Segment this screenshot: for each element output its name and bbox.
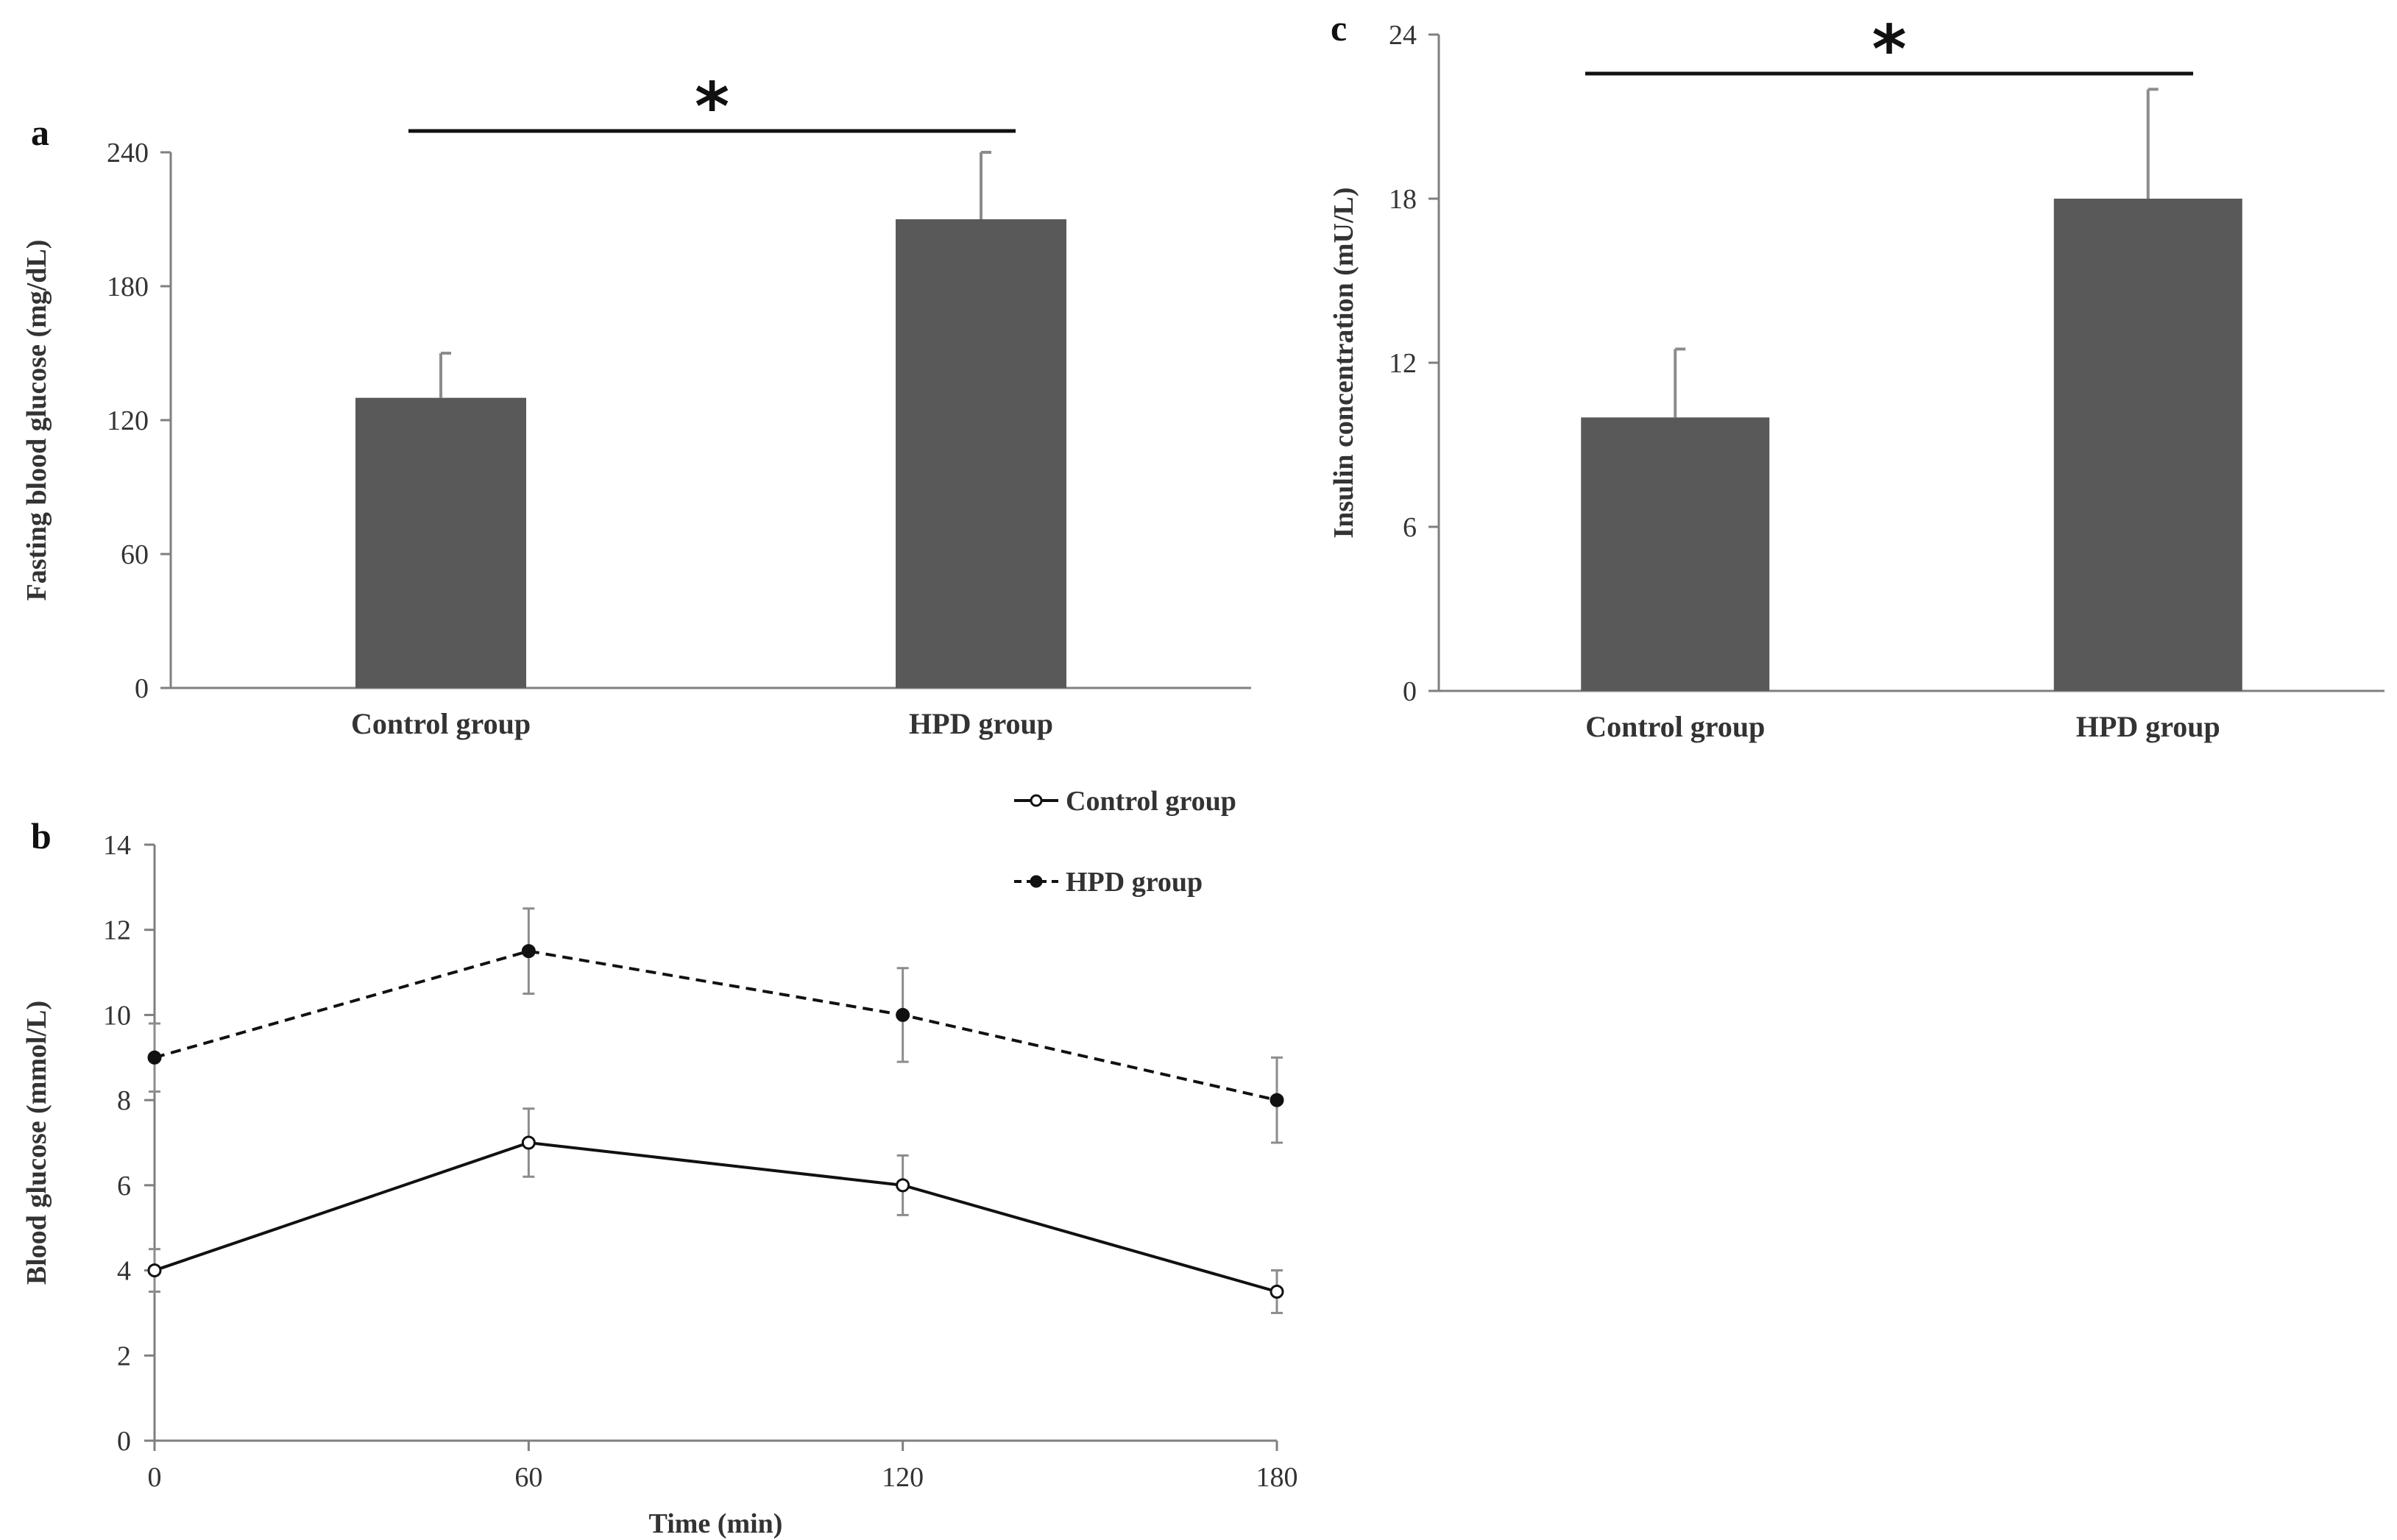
c-bar xyxy=(2053,199,2242,691)
a-y-tick-label: 240 xyxy=(107,138,149,168)
c-y-tick-label: 12 xyxy=(1389,348,1417,379)
b-data-point xyxy=(1270,1093,1284,1107)
c-significance-star: * xyxy=(1872,11,1906,88)
b-x-axis-title: Time (min) xyxy=(649,1508,783,1539)
a-bar xyxy=(355,397,526,688)
c-category-label: Control group xyxy=(1585,710,1765,743)
a-y-tick-label: 180 xyxy=(107,272,149,302)
b-x-tick-label: 60 xyxy=(514,1462,542,1493)
c-y-axis-title: Insulin concentration (mU/L) xyxy=(1328,187,1359,538)
panel-b-letter: b xyxy=(31,815,52,856)
c-y-tick-label: 6 xyxy=(1403,512,1417,543)
a-significance-star: * xyxy=(695,68,729,146)
b-y-tick-label: 6 xyxy=(117,1171,131,1202)
a-category-label: Control group xyxy=(351,707,531,740)
a-y-tick-label: 120 xyxy=(107,405,149,436)
b-x-tick-label: 0 xyxy=(148,1462,162,1493)
panel-b-line-chart: b 0 2 4 6 8 10 12 14 0 60 120 180 Control group HPD g… xyxy=(21,786,1298,1539)
b-data-point xyxy=(521,944,536,959)
panel-a-plot: 0 60 120 180 240 Control group HPD group * Fasti… xyxy=(21,68,1251,740)
panel-b-plot: 0 2 4 6 8 10 12 14 0 60 120 180 Control group HPD gro… xyxy=(21,786,1298,1539)
b-y-tick-label: 12 xyxy=(103,915,131,946)
b-y-tick-label: 2 xyxy=(117,1341,131,1372)
a-bar xyxy=(896,219,1066,688)
b-data-point xyxy=(896,1178,910,1193)
c-y-tick-label: 0 xyxy=(1403,676,1417,707)
b-x-tick-label: 180 xyxy=(1256,1462,1298,1493)
b-data-point xyxy=(147,1263,162,1278)
panel-c-letter: c xyxy=(1331,7,1347,49)
c-y-tick-label: 18 xyxy=(1389,184,1417,215)
b-legend-label: Control group xyxy=(1066,786,1236,817)
c-category-label: HPD group xyxy=(2076,710,2220,743)
b-legend-label: HPD group xyxy=(1066,867,1203,898)
panel-a-letter: a xyxy=(31,112,49,153)
panel-c-bar-chart: c 0 6 12 18 24 Control group HPD group * Insulin… xyxy=(1328,7,2384,743)
b-data-point xyxy=(896,1007,910,1022)
b-legend-marker xyxy=(1030,794,1043,807)
b-series-line-1 xyxy=(154,1140,1278,1294)
b-series-line-2 xyxy=(154,949,1278,1102)
panel-a-bar-chart: a 0 60 120 180 240 Control group HPD group * Fas… xyxy=(21,68,1251,740)
b-y-tick-label: 14 xyxy=(103,830,131,861)
b-data-point xyxy=(147,1050,162,1065)
b-y-tick-label: 8 xyxy=(117,1085,131,1116)
a-y-tick-label: 0 xyxy=(135,673,149,704)
b-y-tick-label: 4 xyxy=(117,1256,131,1287)
a-y-tick-label: 60 xyxy=(121,539,149,570)
a-y-axis-title: Fasting blood glucose (mg/dL) xyxy=(21,240,52,601)
b-y-tick-label: 0 xyxy=(117,1426,131,1457)
b-legend-marker xyxy=(1030,875,1043,888)
panel-c-plot: 0 6 12 18 24 Control group HPD group * Insulin c… xyxy=(1328,11,2384,743)
b-y-tick-label: 10 xyxy=(103,1000,131,1031)
b-data-point xyxy=(1270,1285,1284,1299)
b-data-point xyxy=(521,1135,536,1150)
c-bar xyxy=(1581,417,1770,691)
a-category-label: HPD group xyxy=(909,707,1053,740)
b-x-tick-label: 120 xyxy=(882,1462,924,1493)
b-y-axis-title: Blood glucose (mmol/L) xyxy=(21,1001,52,1285)
c-y-tick-label: 24 xyxy=(1389,20,1417,51)
